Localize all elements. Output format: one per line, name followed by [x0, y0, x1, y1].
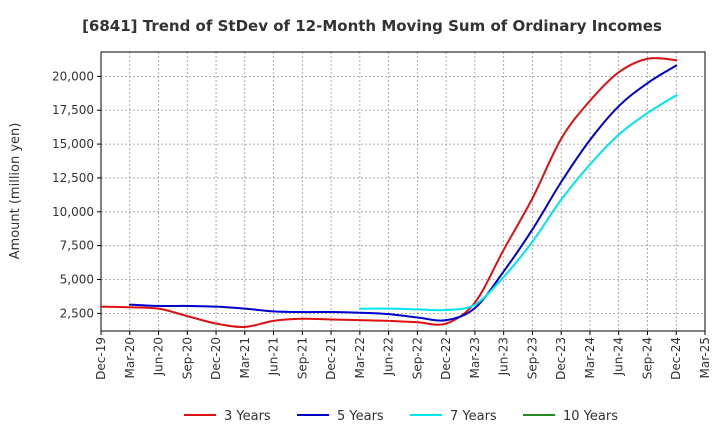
x-tick-label: Mar-22 — [353, 337, 367, 378]
x-tick-label: Sep-21 — [295, 337, 309, 379]
x-tick-label: Sep-23 — [525, 337, 539, 379]
y-tick-label: 15,000 — [52, 137, 94, 151]
x-tick-label: Mar-20 — [123, 337, 137, 378]
x-tick-label: Dec-21 — [324, 337, 338, 380]
legend-label-5-years: 5 Years — [337, 409, 384, 424]
y-tick-label: 12,500 — [52, 171, 94, 185]
legend-label-10-years: 10 Years — [563, 409, 618, 424]
x-tick-label: Mar-21 — [238, 337, 252, 378]
x-tick-label: Sep-20 — [180, 337, 194, 379]
x-tick-label: Sep-22 — [410, 337, 424, 379]
x-tick-label: Jun-24 — [612, 337, 626, 376]
series-line-5-years — [128, 64, 678, 322]
legend: 3 Years 5 Years 7 Years 10 Years — [184, 409, 618, 424]
x-tick-label: Sep-24 — [640, 337, 654, 379]
x-tick-label: Dec-20 — [209, 337, 223, 380]
x-tick-label: Jun-20 — [152, 337, 166, 376]
chart-title: [6841] Trend of StDev of 12-Month Moving… — [82, 17, 662, 35]
legend-label-7-years: 7 Years — [450, 409, 497, 424]
y-tick-label: 7,500 — [60, 239, 94, 253]
x-tick-label: Mar-25 — [698, 337, 712, 378]
x-tick-label: Mar-24 — [583, 337, 597, 378]
y-tick-label: 2,500 — [60, 306, 94, 320]
legend-label-3-years: 3 Years — [224, 409, 271, 424]
x-tick-label: Jun-21 — [267, 337, 281, 376]
x-tick-label: Mar-23 — [468, 337, 482, 378]
series-lines — [100, 57, 678, 328]
y-tick-label: 10,000 — [52, 205, 94, 219]
x-tick-label: Jun-22 — [382, 337, 396, 376]
x-tick-label: Dec-22 — [439, 337, 453, 380]
y-tick-label: 20,000 — [52, 69, 94, 83]
plot-frame — [100, 51, 706, 332]
series-line-7-years — [358, 94, 678, 312]
y-axis-ticks: 2,500 5,000 7,500 10,000 12,500 15,000 17,500 2… — [52, 69, 101, 320]
gridlines — [100, 52, 706, 331]
y-axis-label: Amount (million yen) — [8, 123, 23, 260]
x-axis-ticks: Dec-19 Mar-20 Jun-20 Sep-20 Dec-20 Mar-21 Jun-… — [94, 331, 712, 380]
series-line-3-years — [100, 57, 678, 328]
x-tick-label: Dec-23 — [554, 337, 568, 380]
y-tick-label: 17,500 — [52, 103, 94, 117]
x-tick-label: Dec-19 — [94, 337, 108, 380]
x-tick-label: Dec-24 — [669, 337, 683, 380]
y-tick-label: 5,000 — [60, 273, 94, 287]
x-tick-label: Jun-23 — [497, 337, 511, 376]
